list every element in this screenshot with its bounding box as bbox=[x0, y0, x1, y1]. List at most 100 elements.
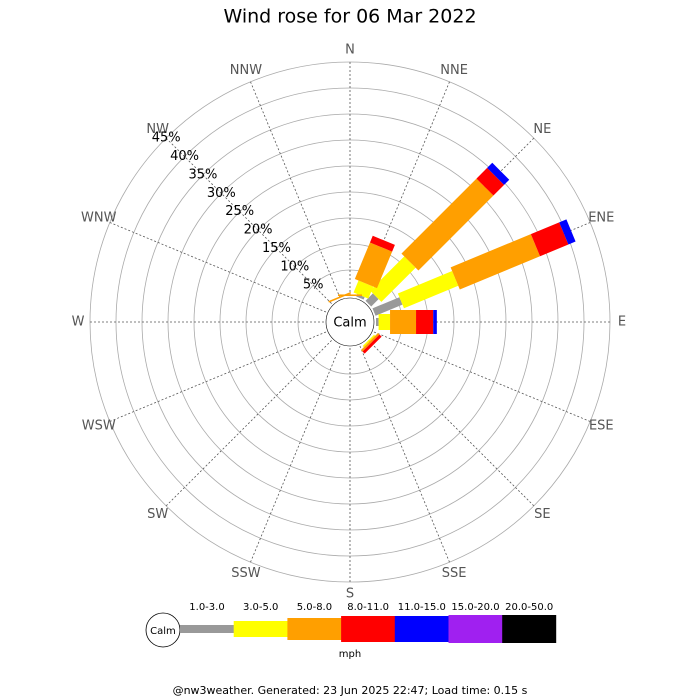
bar-group bbox=[530, 222, 569, 257]
spoke bbox=[250, 81, 341, 299]
direction-label: S bbox=[346, 587, 354, 602]
r-tick-label: 5% bbox=[303, 278, 324, 293]
legend-swatch bbox=[180, 625, 234, 633]
bar-segment bbox=[328, 291, 352, 303]
calm-circle bbox=[325, 297, 375, 347]
bar-segment bbox=[361, 333, 380, 352]
bar-segment bbox=[369, 235, 395, 252]
bar-group bbox=[361, 333, 380, 352]
bar-segment bbox=[401, 178, 494, 271]
legend-swatch bbox=[341, 616, 396, 642]
bar-group bbox=[328, 291, 352, 303]
r-tick-label: 40% bbox=[170, 149, 199, 164]
bar-segment bbox=[476, 167, 505, 196]
bar-group bbox=[362, 334, 382, 354]
direction-label: WSW bbox=[82, 419, 116, 434]
bar-group bbox=[450, 234, 541, 290]
bar-group bbox=[476, 167, 505, 196]
r-tick-label: 45% bbox=[152, 131, 181, 146]
bar-segment bbox=[433, 310, 437, 334]
direction-label: SSE bbox=[442, 566, 467, 581]
legend-label: 1.0-3.0 bbox=[189, 602, 224, 613]
legend-swatch bbox=[287, 618, 342, 640]
direction-label: NNE bbox=[440, 63, 468, 78]
direction-label: W bbox=[72, 315, 85, 330]
bar-group bbox=[397, 271, 459, 309]
bar-group bbox=[559, 219, 576, 245]
direction-label: WNW bbox=[81, 210, 117, 225]
bar-segment bbox=[362, 334, 376, 348]
bar-segment bbox=[376, 318, 379, 326]
bar-segment bbox=[397, 271, 459, 309]
r-tick-label: 10% bbox=[280, 259, 309, 274]
bar-group bbox=[487, 162, 510, 185]
bar-segment bbox=[390, 310, 417, 334]
direction-label: NE bbox=[533, 122, 551, 137]
spoke bbox=[250, 345, 341, 563]
legend-swatch bbox=[448, 615, 503, 643]
bar-segment bbox=[530, 222, 569, 257]
legend-calm-label: Calm bbox=[150, 626, 176, 637]
bar-group bbox=[416, 310, 434, 334]
bar-segment bbox=[365, 293, 379, 307]
spoke bbox=[359, 345, 450, 563]
bar-segment bbox=[487, 162, 510, 185]
bar-segment bbox=[370, 256, 416, 302]
bar-segment bbox=[362, 334, 382, 354]
bar-group bbox=[353, 280, 374, 299]
legend-swatch bbox=[233, 621, 288, 637]
legend-unit: mph bbox=[339, 649, 361, 660]
bar-segment bbox=[338, 294, 362, 296]
spoke bbox=[109, 331, 327, 422]
r-tick-label: 25% bbox=[225, 204, 254, 219]
direction-label: E bbox=[618, 315, 626, 330]
bar-group bbox=[390, 310, 417, 334]
bar-segment bbox=[354, 242, 393, 289]
bar-group bbox=[378, 314, 391, 330]
r-tick-label: 15% bbox=[262, 241, 291, 256]
footer: @nw3weather. Generated: 23 Jun 2025 22:4… bbox=[173, 684, 528, 697]
legend-label: 3.0-5.0 bbox=[243, 602, 278, 613]
bar-segment bbox=[559, 219, 576, 245]
legend-label: 11.0-15.0 bbox=[398, 602, 446, 613]
direction-label: NNW bbox=[230, 63, 262, 78]
bar-segment bbox=[353, 280, 374, 299]
spoke bbox=[165, 137, 332, 304]
direction-label: SSW bbox=[231, 566, 261, 581]
bar-group bbox=[354, 242, 393, 289]
legend-swatch bbox=[394, 616, 449, 642]
bar-segment bbox=[450, 234, 541, 290]
bar-group bbox=[372, 297, 403, 316]
spoke bbox=[373, 331, 591, 422]
bar-segment bbox=[416, 310, 434, 334]
r-tick-label: 35% bbox=[188, 167, 217, 182]
direction-label: SE bbox=[534, 507, 550, 522]
bar-group bbox=[433, 310, 437, 334]
spoke bbox=[359, 81, 450, 299]
bar-group bbox=[401, 178, 494, 271]
r-tick-label: 20% bbox=[244, 223, 273, 238]
direction-label: SW bbox=[147, 507, 168, 522]
spoke bbox=[165, 340, 332, 507]
spoke bbox=[368, 340, 535, 507]
bar-group bbox=[376, 318, 379, 326]
direction-label: ENE bbox=[588, 210, 614, 225]
bar-group bbox=[365, 293, 379, 307]
bar-group bbox=[369, 235, 395, 252]
calm-label: Calm bbox=[333, 316, 366, 331]
bar-group bbox=[338, 294, 362, 296]
bar-segment bbox=[372, 297, 403, 316]
r-tick-label: 30% bbox=[207, 186, 236, 201]
direction-label: ESE bbox=[589, 419, 614, 434]
direction-label: NW bbox=[146, 122, 169, 137]
legend-label: 15.0-20.0 bbox=[451, 602, 499, 613]
legend-swatch bbox=[502, 615, 557, 643]
legend-label: 5.0-8.0 bbox=[297, 602, 332, 613]
chart-title: Wind rose for 06 Mar 2022 bbox=[223, 6, 476, 28]
direction-label: N bbox=[345, 43, 355, 58]
bar-group bbox=[362, 334, 376, 348]
bar-segment bbox=[378, 314, 391, 330]
bar-group bbox=[370, 256, 416, 302]
legend-label: 8.0-11.0 bbox=[347, 602, 389, 613]
